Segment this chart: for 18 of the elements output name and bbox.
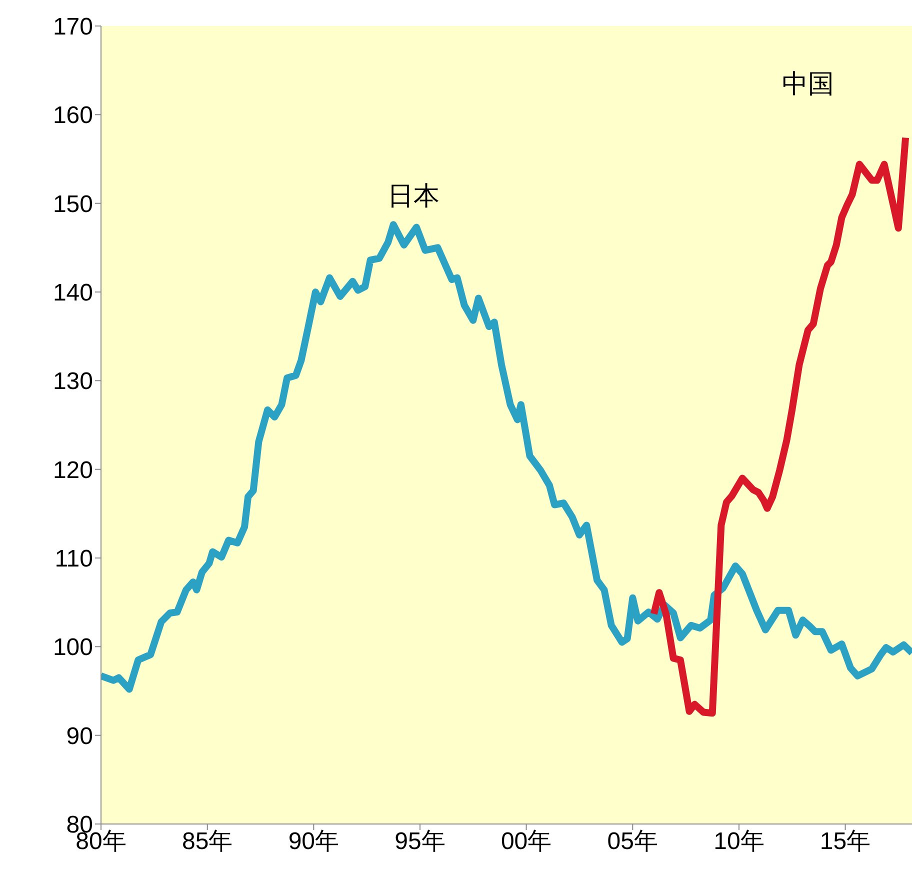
y-tick-label: 130 [52, 368, 93, 396]
y-tick-label: 100 [52, 634, 93, 662]
y-tick-label: 120 [52, 456, 93, 484]
x-tick-label: 05年 [607, 828, 658, 856]
y-tick-label: 150 [52, 190, 93, 218]
x-tick-label: 00年 [500, 828, 552, 856]
x-tick-label: 95年 [394, 828, 446, 856]
text: 中国 [782, 68, 834, 99]
y-tick-label: 110 [54, 546, 93, 573]
y-tick-label: 90 [66, 722, 93, 750]
series-label: 日本 [387, 180, 440, 211]
y-tick-label: 140 [52, 280, 93, 307]
y-tick-label: 170 [52, 14, 93, 41]
x-tick-label: 90年 [288, 828, 340, 856]
x-tick-label: 85年 [182, 828, 233, 856]
x-tick-label: 15年 [820, 828, 871, 856]
y-tick-label: 160 [52, 102, 93, 130]
x-tick-label: 10年 [714, 828, 764, 856]
